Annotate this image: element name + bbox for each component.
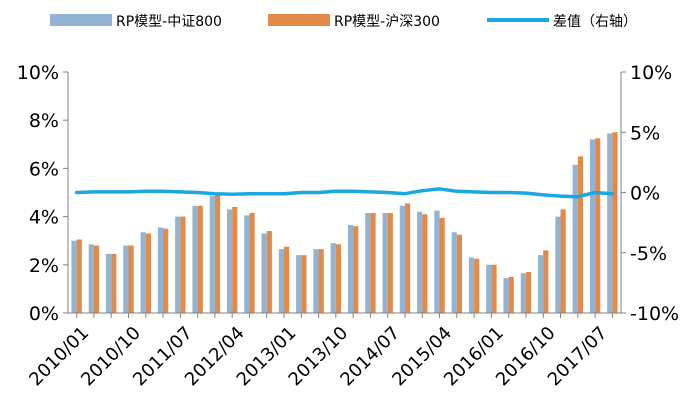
bar-hs300 [474,258,480,313]
bar-csi800 [347,225,354,313]
bar-hs300 [163,228,169,313]
diff-line [74,187,615,199]
bars [71,132,618,313]
bar-csi800 [140,232,146,313]
bar-hs300 [128,245,134,313]
bar-csi800 [451,232,457,313]
bar-csi800 [123,245,129,313]
y-right-ticks: -10% -5% 0% 5% 10% [621,62,679,325]
bar-csi800 [589,139,596,313]
bar-hs300 [612,132,618,313]
legend-swatch-csi800 [50,14,112,26]
bar-hs300 [335,244,342,313]
bar-csi800 [226,209,233,313]
bar-hs300 [214,194,221,313]
bar-hs300 [595,138,601,313]
bar-csi800 [88,244,94,313]
bar-csi800 [382,212,388,313]
bar-csi800 [417,211,423,313]
bar-csi800 [71,240,77,313]
y-left-tick-label: 6% [29,158,59,180]
bar-hs300 [439,217,445,313]
bar-csi800 [520,273,526,313]
bar-hs300 [491,264,497,313]
bar-hs300 [111,253,117,313]
bar-csi800 [106,253,112,313]
bar-hs300 [456,234,463,313]
bar-hs300 [508,276,514,313]
bar-hs300 [249,212,255,313]
bar-hs300 [266,231,272,313]
line-series [74,187,615,199]
y-left-tick-label: 8% [29,110,59,132]
bar-hs300 [145,233,151,313]
bar-hs300 [284,246,290,313]
bar-csi800 [486,264,492,313]
bar-csi800 [538,255,544,313]
bar-hs300 [197,205,203,313]
bar-hs300 [422,214,428,313]
bar-hs300 [404,203,411,313]
legend-swatch-hs300 [268,14,330,26]
bar-csi800 [157,227,164,313]
bar-csi800 [209,196,215,313]
bar-hs300 [353,226,359,313]
bar-csi800 [261,233,267,313]
bar-csi800 [434,210,440,313]
y-right-tick-label: -10% [630,303,679,325]
y-left-ticks: 0% 2% 4% 6% 8% 10% [17,62,68,325]
x-ticks: 2010/012010/102011/072012/042013/012013/… [25,313,613,390]
bar-csi800 [244,215,250,313]
bar-hs300 [318,249,324,313]
bar-csi800 [313,249,319,313]
bar-hs300 [301,255,307,313]
y-left-tick-label: 10% [17,62,59,84]
y-left-tick-label: 4% [29,207,59,229]
bar-csi800 [503,278,509,313]
bar-hs300 [180,216,186,313]
legend-label: RP模型-沪深300 [334,14,440,30]
bar-hs300 [232,206,238,313]
y-left-tick-label: 2% [29,255,59,277]
legend: RP模型-中证800 RP模型-沪深300 差值（右轴） [50,14,637,30]
y-right-tick-label: 0% [630,183,660,205]
bar-hs300 [525,272,532,313]
bar-csi800 [278,249,285,313]
bar-csi800 [365,212,371,313]
y-right-tick-label: -5% [630,243,667,265]
bar-hs300 [93,245,100,313]
bar-csi800 [296,255,302,313]
y-left-tick-label: 0% [29,303,59,325]
legend-label: 差值（右轴） [553,14,637,30]
bar-csi800 [399,205,405,313]
bar-csi800 [555,216,561,313]
bar-csi800 [175,216,181,313]
bar-csi800 [572,164,578,313]
bar-hs300 [370,212,376,313]
bar-hs300 [543,250,549,313]
bar-hs300 [560,209,566,313]
bar-hs300 [577,156,583,313]
bar-csi800 [468,257,475,313]
bar-csi800 [330,243,336,313]
bar-csi800 [607,133,613,313]
bar-hs300 [387,212,393,313]
bar-hs300 [76,239,82,313]
bar-csi800 [192,205,198,313]
legend-label: RP模型-中证800 [116,14,222,30]
y-right-tick-label: 5% [630,122,660,144]
y-right-tick-label: 10% [630,62,672,84]
